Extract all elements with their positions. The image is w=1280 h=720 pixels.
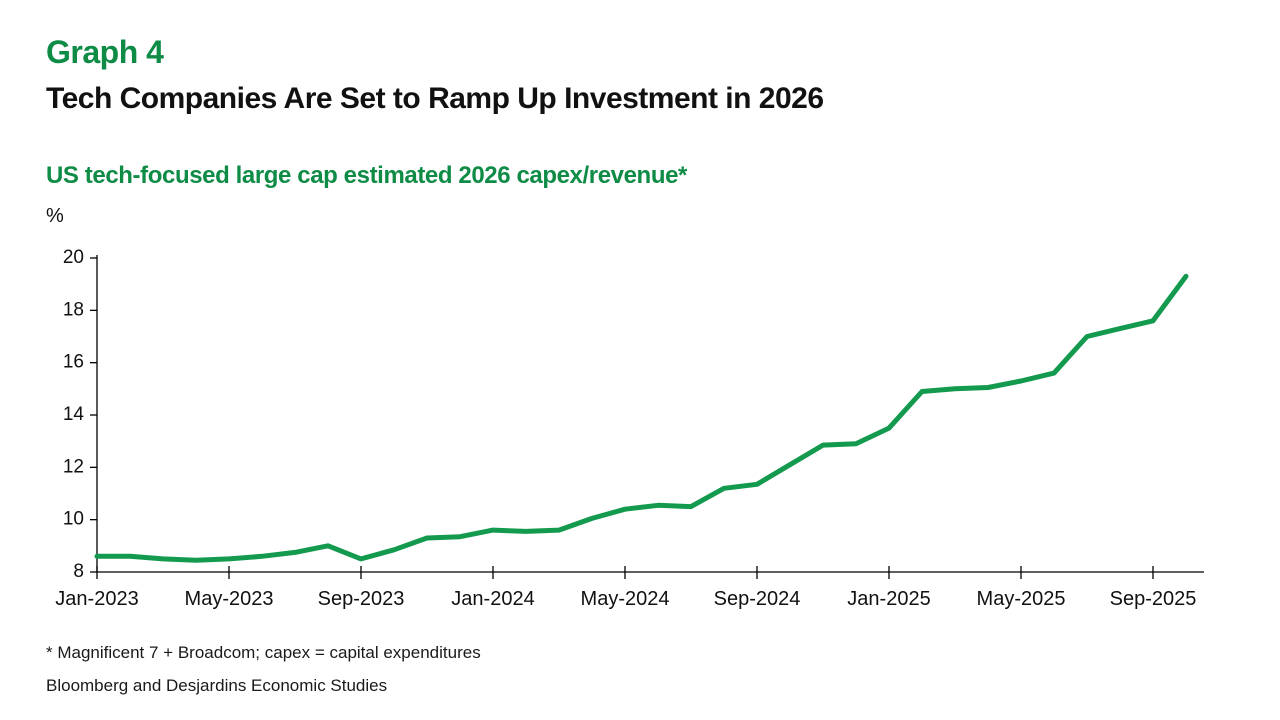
capex-revenue-line-series	[94, 273, 1189, 563]
page-title: Tech Companies Are Set to Ramp Up Invest…	[46, 82, 824, 115]
y-axis-tick-label: 8	[73, 561, 84, 582]
x-axis-tick-label: Sep-2024	[714, 588, 801, 610]
y-axis-tick-label: 12	[63, 456, 84, 477]
x-axis-tick-label: May-2025	[977, 588, 1066, 610]
y-axis-tick-label: 18	[63, 299, 84, 320]
x-axis-tick-label: May-2023	[185, 588, 274, 610]
y-axis-tick-label: 20	[63, 247, 84, 268]
x-axis-tick-label: Jan-2023	[55, 588, 138, 610]
x-axis-tick-label: May-2024	[581, 588, 670, 610]
y-axis-tick-label: 16	[63, 352, 84, 373]
x-axis-tick-label: Sep-2023	[318, 588, 405, 610]
graph-number-label: Graph 4	[46, 34, 164, 70]
x-axis-tick-label: Jan-2025	[847, 588, 930, 610]
source-credit: Bloomberg and Desjardins Economic Studie…	[46, 676, 388, 695]
y-axis-tick-label: 14	[63, 404, 85, 425]
y-axis-unit-label: %	[46, 205, 64, 227]
y-axis-tick-label: 10	[63, 509, 84, 530]
x-axis-tick-label: Sep-2025	[1110, 588, 1197, 610]
footnote-definition: * Magnificent 7 + Broadcom; capex = capi…	[46, 643, 481, 662]
chart-subtitle: US tech-focused large cap estimated 2026…	[46, 162, 687, 189]
x-axis-tick-label: Jan-2024	[451, 588, 534, 610]
